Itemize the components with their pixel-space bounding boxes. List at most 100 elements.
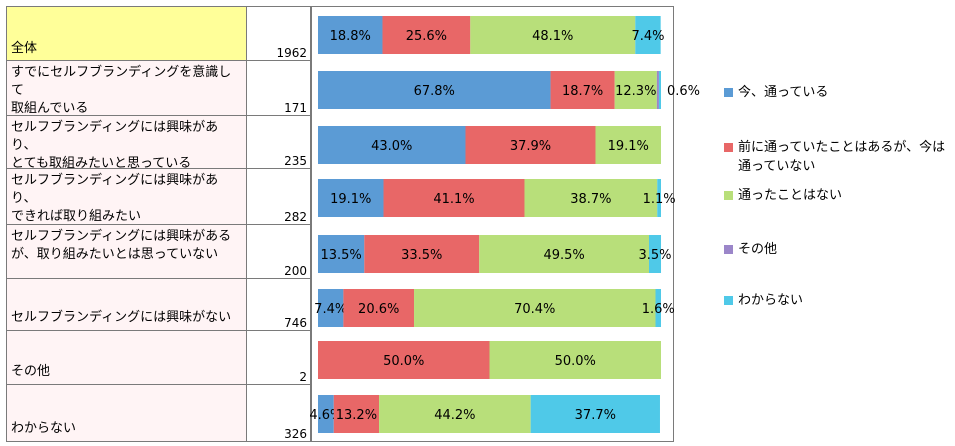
data-label: 38.7% xyxy=(570,192,611,207)
row-label-line: が、取り組みたいとは思っていない xyxy=(11,247,219,262)
bar-segment xyxy=(595,126,661,164)
legend-item: 通ったことはない xyxy=(724,186,949,205)
bar-segment xyxy=(382,16,471,54)
data-label: 12.3% xyxy=(615,84,656,99)
legend-item: 前に通っていたことはあるが、今は通っていない xyxy=(724,138,949,176)
legend-label: わからない xyxy=(738,293,804,308)
bar-segment xyxy=(614,71,657,109)
legend-swatch xyxy=(724,143,733,152)
row-label: 全体 xyxy=(6,6,247,61)
bar-segment xyxy=(489,341,661,379)
bar-segment xyxy=(655,289,661,327)
row-sample-size: 326 xyxy=(247,385,311,442)
data-label: 70.4% xyxy=(514,302,555,317)
bar-segment xyxy=(364,235,480,273)
bar-segment xyxy=(318,16,383,54)
row-label: その他 xyxy=(6,331,247,385)
row-label-line: わからない xyxy=(11,421,77,436)
data-label: 7.4% xyxy=(314,302,347,317)
row-label: セルフブランディングには興味があり、できれば取り組みたい xyxy=(6,169,247,225)
data-label: 0.6% xyxy=(667,84,700,99)
bar-segment xyxy=(465,126,596,164)
data-label: 13.5% xyxy=(320,248,361,263)
row-sample-size: 282 xyxy=(247,169,311,225)
row-sample-size: 200 xyxy=(247,225,311,279)
bar-segment xyxy=(470,16,636,54)
legend-label: 今、通っている xyxy=(738,85,829,100)
bar-segment xyxy=(530,395,660,433)
legend-item: わからない xyxy=(724,291,949,310)
row-label-line: 取組んでいる xyxy=(11,101,89,116)
bar-segment xyxy=(318,395,334,433)
row-label: セルフブランディングには興味がない xyxy=(6,279,247,331)
data-label: 19.1% xyxy=(330,192,371,207)
data-label: 48.1% xyxy=(532,29,573,44)
sample-size-value: 235 xyxy=(284,154,307,168)
row-label: セルフブランディングには興味がある が、取り組みたいとは思っていない xyxy=(6,225,247,279)
data-label: 41.1% xyxy=(433,192,474,207)
data-label: 25.6% xyxy=(406,29,447,44)
data-label: 50.0% xyxy=(383,354,424,369)
bar-segment xyxy=(550,71,615,109)
row-label-line: できれば取り組みたい xyxy=(11,209,142,224)
bar-segment xyxy=(414,289,656,327)
row-sample-size: 235 xyxy=(247,116,311,169)
data-label: 19.1% xyxy=(608,139,649,154)
row-label-line: セルフブランディングには興味があり、 xyxy=(11,173,219,206)
bar-segment xyxy=(658,71,661,109)
data-label: 7.4% xyxy=(631,29,664,44)
data-label: 1.6% xyxy=(642,302,675,317)
sample-size-value: 2 xyxy=(299,370,307,384)
data-label: 44.2% xyxy=(434,408,475,423)
row-label: すでにセルフブランディングを意識して取組んでいる xyxy=(6,61,247,116)
sample-size-value: 326 xyxy=(284,427,307,441)
data-label: 13.2% xyxy=(336,408,377,423)
row-label: セルフブランディングには興味があり、とても取組みたいと思っている xyxy=(6,116,247,169)
bar-segment xyxy=(343,289,415,327)
bar-segment xyxy=(657,179,661,217)
bar-segment xyxy=(318,126,466,164)
data-label: 18.8% xyxy=(330,29,371,44)
data-label: 49.5% xyxy=(543,248,584,263)
legend-label: 前に通っていたことはあるが、今は通っていない xyxy=(738,140,946,174)
row-sample-size: 171 xyxy=(247,61,311,116)
row-sample-size: 746 xyxy=(247,279,311,331)
legend-swatch xyxy=(724,296,733,305)
legend-item: その他 xyxy=(724,240,949,259)
bar-segment xyxy=(649,235,662,273)
data-label: 1.1% xyxy=(643,192,676,207)
legend-swatch xyxy=(724,245,733,254)
bar-segment xyxy=(383,179,525,217)
data-label: 18.7% xyxy=(562,84,603,99)
row-sample-size: 1962 xyxy=(247,6,311,61)
sample-size-value: 171 xyxy=(284,101,307,115)
row-label-line: セルフブランディングには興味がある xyxy=(11,229,232,244)
row-label-line: とても取組みたいと思っている xyxy=(11,156,192,169)
row-label-line: 全体 xyxy=(11,41,38,56)
bar-segment xyxy=(318,179,384,217)
data-label: 33.5% xyxy=(401,248,442,263)
row-label-line: セルフブランディングには興味があり、 xyxy=(11,120,219,153)
data-label: 37.9% xyxy=(510,139,551,154)
bar-segment xyxy=(318,341,490,379)
legend-item: 今、通っている xyxy=(724,83,949,102)
sample-size-value: 1962 xyxy=(276,46,307,60)
data-label: 43.0% xyxy=(371,139,412,154)
row-label: わからない xyxy=(6,385,247,442)
legend-swatch xyxy=(724,88,733,97)
data-label: 37.7% xyxy=(575,408,616,423)
legend-label: 通ったことはない xyxy=(738,188,843,203)
data-label: 67.8% xyxy=(414,84,455,99)
data-label: 3.5% xyxy=(638,248,671,263)
bar-segment xyxy=(318,289,344,327)
bar-segment xyxy=(318,235,365,273)
bar-segment xyxy=(318,71,551,109)
sample-size-value: 282 xyxy=(284,210,307,224)
row-sample-size: 2 xyxy=(247,331,311,385)
sample-size-value: 746 xyxy=(284,316,307,330)
sample-size-value: 200 xyxy=(284,264,307,278)
row-label-line: すでにセルフブランディングを意識して xyxy=(11,65,232,98)
bar-segment xyxy=(524,179,658,217)
